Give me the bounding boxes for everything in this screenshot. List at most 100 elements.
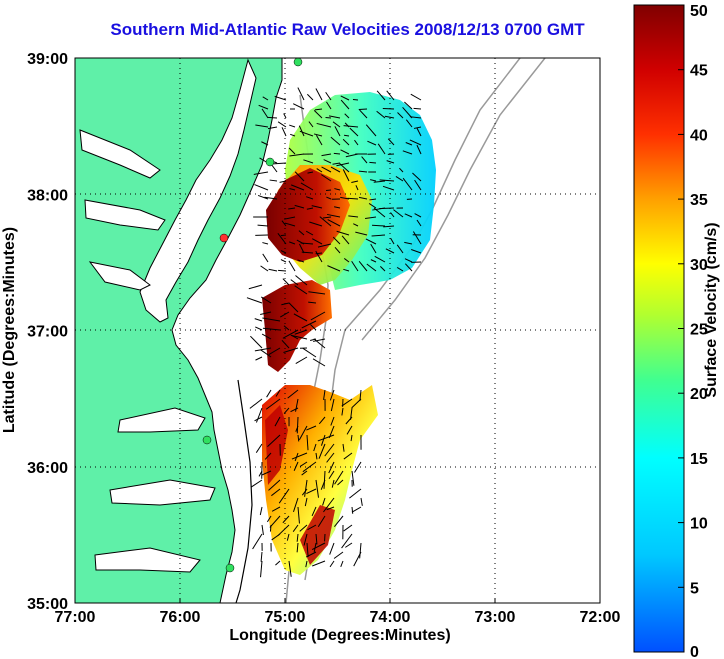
velocity-arrow	[268, 347, 281, 356]
velocity-arrow	[343, 268, 350, 272]
velocity-arrow	[293, 461, 299, 471]
velocity-arrow	[304, 479, 308, 497]
velocity-arrow	[281, 220, 287, 227]
velocity-arrow	[333, 551, 344, 559]
velocity-arrow	[282, 329, 299, 339]
velocity-arrow	[267, 434, 281, 447]
velocity-arrow	[399, 167, 404, 173]
chart-title: Southern Mid-Atlantic Raw Velocities 200…	[110, 20, 585, 39]
velocity-arrow	[331, 479, 335, 488]
velocity-arrow	[414, 213, 422, 218]
velocity-arrow	[311, 542, 326, 550]
colorbar-tick-label: 10	[690, 516, 708, 533]
velocity-arrow	[289, 188, 296, 191]
velocity-arrow	[288, 260, 296, 272]
velocity-arrow	[275, 560, 281, 566]
velocity-arrow	[301, 470, 308, 476]
velocity-arrow	[350, 434, 353, 442]
velocity-arrow	[341, 398, 353, 407]
velocity-arrow	[255, 124, 269, 128]
velocity-arrow	[315, 533, 318, 545]
velocity-arrow	[306, 542, 309, 558]
velocity-arrow	[301, 251, 314, 254]
velocity-arrow	[267, 116, 278, 119]
velocity-arrow	[329, 542, 335, 555]
velocity-arrow	[290, 184, 305, 191]
x-axis-label: Longitude (Degrees:Minutes)	[229, 627, 450, 644]
velocity-arrow	[288, 302, 299, 313]
velocity-arrow	[254, 318, 263, 322]
velocity-arrow	[351, 506, 362, 513]
velocity-arrow	[311, 205, 323, 209]
velocity-arrow	[255, 443, 263, 453]
velocity-arrow	[297, 506, 300, 524]
velocity-field-high	[266, 168, 350, 262]
station-marker	[265, 157, 275, 167]
x-tick-label: 73:00	[475, 609, 516, 626]
velocity-arrow	[412, 172, 422, 182]
velocity-arrow	[282, 278, 290, 286]
velocity-arrow	[294, 329, 308, 335]
velocity-arrow	[376, 110, 386, 119]
velocity-arrow	[262, 96, 269, 101]
velocity-arrow	[261, 470, 272, 476]
velocity-arrow	[326, 506, 335, 511]
velocity-arrow	[257, 194, 269, 200]
velocity-arrow	[329, 560, 335, 568]
velocity-arrow	[277, 121, 287, 128]
velocity-arrow	[383, 225, 395, 228]
chesapeake-bay	[139, 58, 257, 323]
velocity-arrow	[369, 161, 377, 164]
velocity-arrow	[310, 311, 326, 321]
velocity-arrow	[280, 250, 287, 254]
velocity-arrow	[264, 196, 278, 200]
velocity-arrow	[343, 134, 350, 137]
velocity-arrow	[409, 116, 422, 119]
velocity-arrow	[416, 127, 422, 137]
velocity-arrow	[384, 115, 395, 119]
velocity-arrow	[261, 108, 269, 119]
velocity-arrow	[306, 207, 314, 210]
velocity-arrow	[416, 144, 422, 155]
velocity-arrow	[294, 285, 308, 295]
velocity-arrow	[278, 488, 290, 504]
velocity-arrow	[404, 213, 413, 218]
velocity-arrow	[405, 119, 413, 128]
velocity-arrow	[351, 180, 359, 183]
velocity-arrow	[332, 121, 341, 128]
velocity-arrow	[269, 515, 281, 528]
colorbar-tick-label: 30	[690, 257, 708, 274]
velocity-arrow	[264, 452, 272, 460]
velocity-arrow	[361, 156, 368, 164]
velocity-arrow	[294, 171, 305, 182]
velocity-arrow	[304, 497, 308, 507]
velocity-arrow	[302, 347, 317, 358]
velocity-arrow	[291, 452, 308, 460]
x-tick-label: 77:00	[55, 609, 96, 626]
velocity-arrow	[271, 488, 281, 497]
velocity-arrow	[266, 515, 272, 523]
velocity-arrow	[289, 124, 296, 128]
velocity-arrow	[342, 169, 350, 182]
velocity-arrow	[327, 219, 341, 227]
velocity-arrow	[315, 250, 323, 263]
velocity-arrow	[333, 152, 341, 155]
velocity-arrow	[289, 153, 305, 157]
velocity-arrow	[250, 479, 263, 488]
velocity-arrow	[298, 243, 305, 254]
x-tick-label: 76:00	[160, 609, 201, 626]
velocity-arrow	[297, 87, 305, 101]
velocity-arrow	[317, 515, 326, 528]
velocity-arrow	[373, 207, 386, 218]
velocity-arrow	[327, 265, 341, 272]
velocity-arrow	[379, 265, 386, 272]
velocity-arrow	[396, 266, 404, 272]
velocity-field-hatteras	[262, 385, 378, 575]
velocity-arrow	[312, 238, 323, 245]
colorbar-tick-label: 45	[690, 63, 708, 80]
velocity-arrow	[313, 338, 326, 349]
station-marker	[293, 58, 303, 67]
velocity-arrow	[271, 506, 281, 512]
velocity-arrow	[382, 185, 395, 191]
velocity-arrow	[306, 425, 317, 431]
